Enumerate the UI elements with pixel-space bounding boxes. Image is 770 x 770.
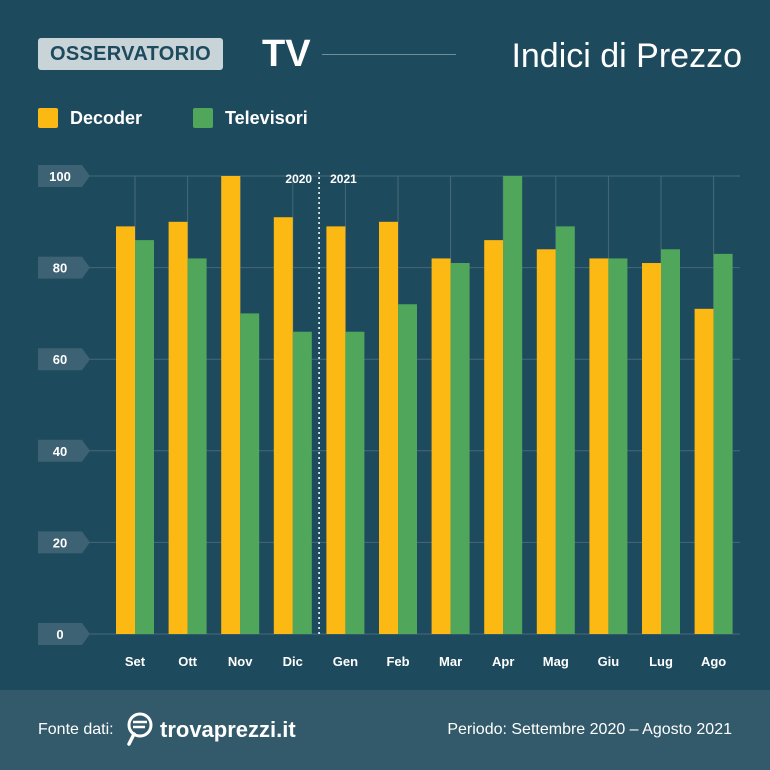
page-title: Indici di Prezzo	[511, 37, 742, 75]
x-tick-label: Feb	[386, 654, 409, 669]
y-tick-tag	[38, 165, 90, 187]
data-period: Periodo: Settembre 2020 – Agosto 2021	[447, 721, 732, 738]
header: OSSERVATORIO TV Indici di Prezzo	[0, 0, 770, 100]
x-tick-label: Dic	[283, 654, 303, 669]
bar-televisori-dic	[292, 331, 312, 634]
x-tick-label: Apr	[492, 654, 514, 669]
bar-televisori-mar	[450, 263, 470, 634]
x-tick-label: Lug	[649, 654, 673, 669]
bar-decoder-dic	[273, 217, 293, 634]
bar-decoder-ott	[168, 221, 188, 635]
observatory-badge: OSSERVATORIO	[38, 38, 224, 70]
legend-swatch-televisori	[193, 108, 213, 128]
y-tick-tag	[38, 256, 90, 279]
bar-televisori-lug	[661, 249, 680, 634]
bar-televisori-ott	[187, 258, 207, 634]
brand-name: trovaprezzi.it	[160, 717, 296, 742]
y-tick-label: 80	[53, 261, 67, 276]
x-tick-label: Ott	[178, 654, 197, 669]
y-tick-label: 40	[53, 444, 67, 459]
legend-label-decoder: Decoder	[70, 108, 143, 128]
observatory-badge-tv: TV	[262, 33, 311, 75]
x-tick-label: Gen	[333, 654, 358, 669]
y-tick-label: 60	[53, 352, 67, 367]
bar-decoder-mag	[536, 249, 556, 634]
source-label: Fonte dati:	[38, 721, 114, 738]
x-tick-label: Ago	[701, 654, 726, 669]
bar-decoder-lug	[642, 263, 661, 634]
footer: Fonte dati: trovaprezzi.it Periodo: Sett…	[0, 690, 770, 770]
bar-televisori-ago	[713, 253, 733, 635]
bar-decoder-nov	[221, 176, 241, 634]
bar-televisori-gen	[345, 331, 365, 634]
bar-televisori-giu	[608, 258, 628, 634]
x-tick-label: Mar	[439, 654, 462, 669]
y-tick-tag	[38, 623, 90, 645]
y-tick-tag	[38, 348, 90, 371]
bar-decoder-giu	[589, 258, 609, 634]
year-label-2020: 2020	[285, 172, 312, 186]
legend-label-televisori: Televisori	[225, 108, 308, 128]
y-tick-tag	[38, 531, 90, 554]
x-tick-label: Set	[125, 654, 146, 669]
header-divider-line	[322, 54, 456, 55]
bar-televisori-apr	[503, 176, 523, 634]
trovaprezzi-logo-icon	[127, 712, 153, 746]
y-tick-label: 20	[53, 535, 67, 550]
x-tick-label: Mag	[543, 654, 569, 669]
legend-swatch-decoder	[38, 108, 58, 128]
y-tick-label: 0	[56, 627, 63, 642]
bar-chart: 0 20 40 60 80 100 Set Ott Nov Dic Gen Feb Mar Apr Mag G…	[38, 165, 740, 669]
bar-decoder-ago	[694, 308, 714, 634]
y-tick-label: 100	[49, 169, 71, 184]
x-tick-label: Giu	[598, 654, 620, 669]
bar-televisori-set	[135, 240, 154, 634]
bar-decoder-set	[116, 226, 135, 634]
bar-televisori-nov	[240, 313, 260, 634]
bar-televisori-feb	[398, 304, 417, 634]
x-tick-label: Nov	[228, 654, 253, 669]
y-tick-tag	[38, 439, 90, 462]
bar-decoder-feb	[379, 221, 398, 635]
bar-decoder-mar	[431, 258, 451, 634]
year-label-2021: 2021	[330, 172, 357, 186]
bar-decoder-gen	[326, 226, 346, 634]
bar-televisori-mag	[555, 226, 575, 634]
bar-decoder-apr	[484, 240, 504, 634]
